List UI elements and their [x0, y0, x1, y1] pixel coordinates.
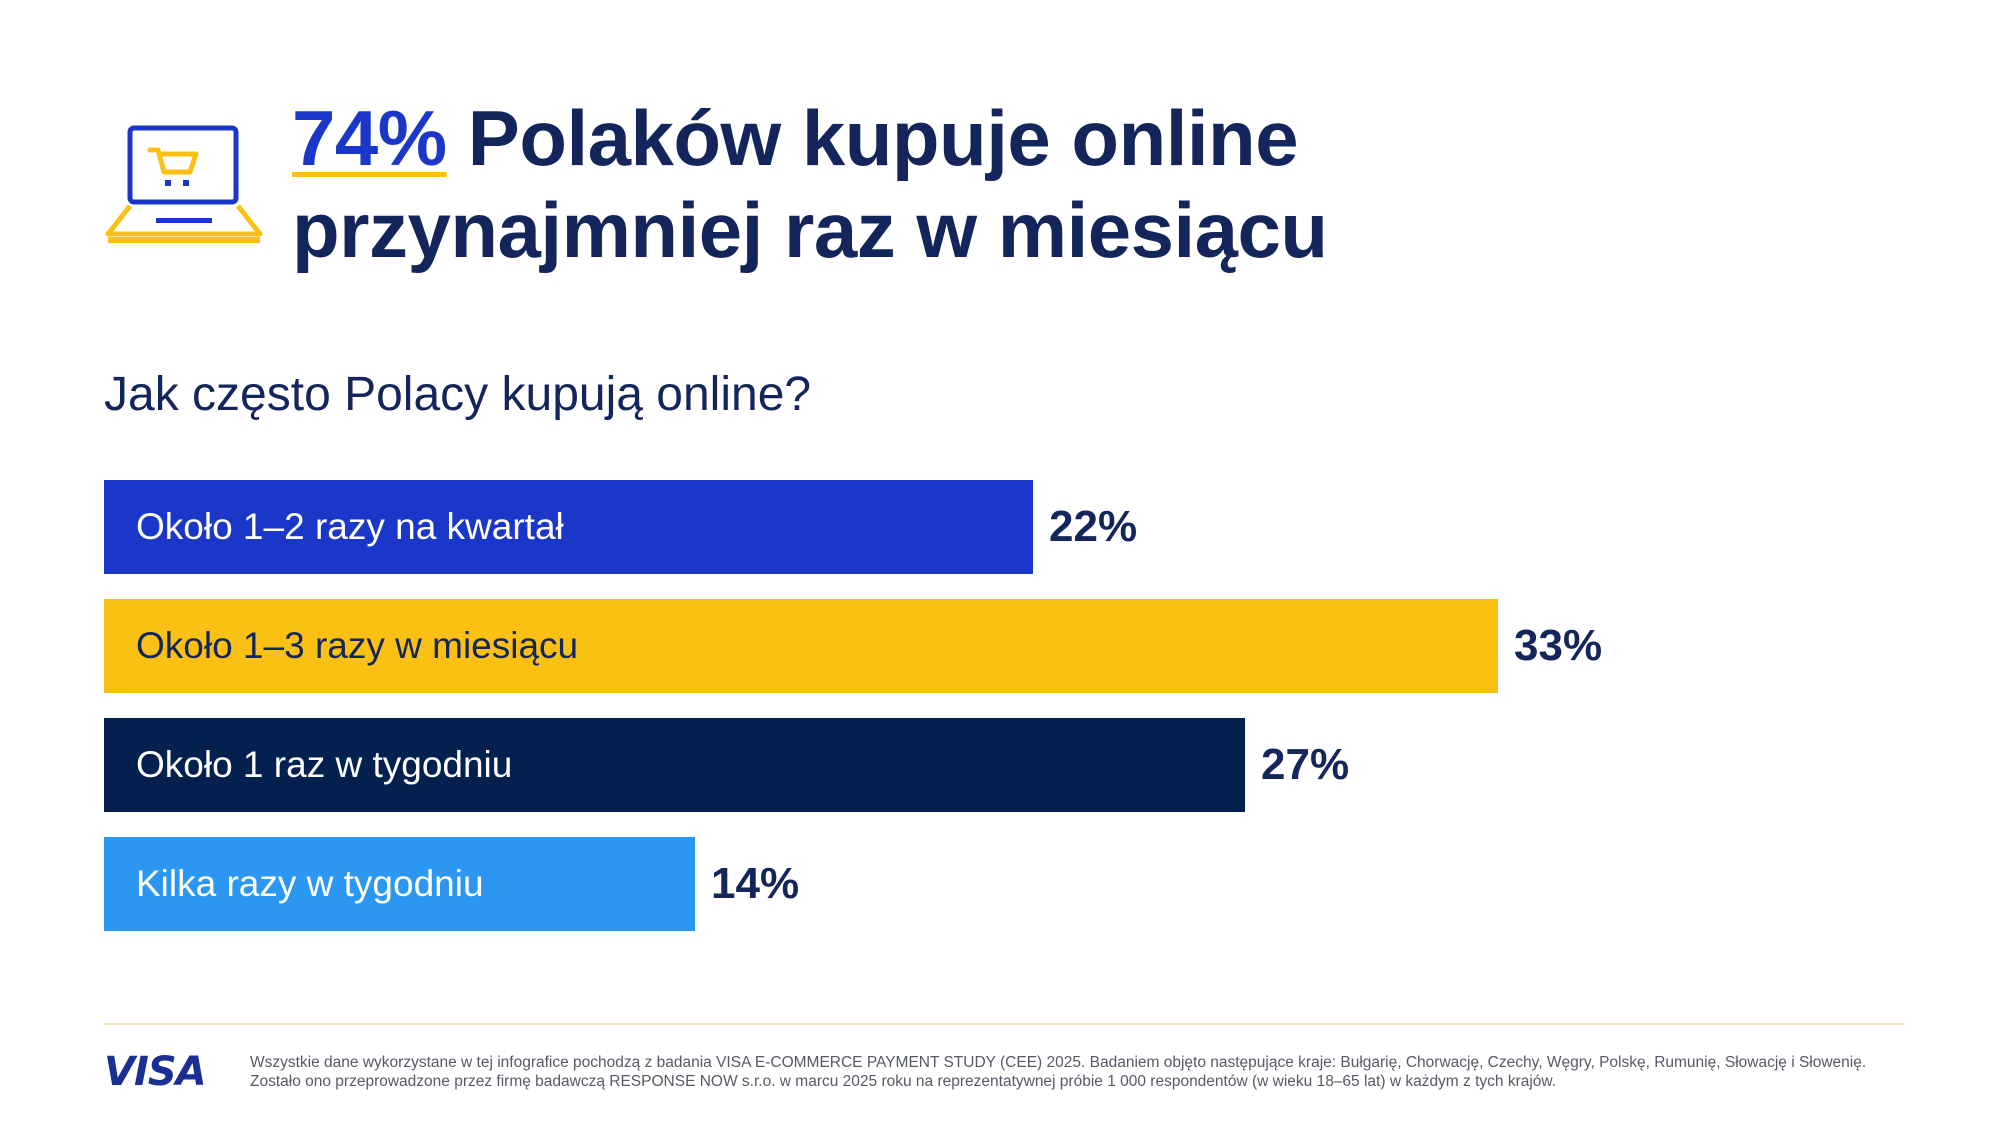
laptop-cart-icon [105, 125, 263, 243]
footnote-line-2: Zostało ono przeprowadzone przez firmę b… [250, 1073, 1557, 1090]
bar-row: Kilka razy w tygodniu 14% [104, 837, 1904, 931]
footer-divider [104, 1023, 1904, 1025]
bar-row: Około 1–2 razy na kwartał 22% [104, 480, 1904, 574]
bar-value-label: 14% [711, 859, 800, 908]
bar-label: Około 1–3 razy w miesiącu [136, 625, 579, 666]
bar-value-label: 27% [1261, 740, 1350, 789]
headline-stat: 74% [292, 94, 447, 182]
bar-value-label: 22% [1049, 502, 1138, 551]
bar [104, 599, 1498, 693]
chart-question: Jak często Polacy kupują online? [104, 368, 812, 421]
headline-text: Polaków kupuje online [446, 94, 1299, 182]
source-footnote: Wszystkie dane wykorzystane w tej infogr… [250, 1053, 1910, 1091]
headline-line-1: 74% Polaków kupuje online [292, 92, 1932, 184]
bar [104, 718, 1245, 812]
bar-chart: Około 1–2 razy na kwartał 22% Około 1–3 ra… [104, 480, 1904, 931]
bar [104, 480, 1033, 574]
footnote-line-1: Wszystkie dane wykorzystane w tej infogr… [250, 1054, 1867, 1071]
bar-label: Około 1–2 razy na kwartał [136, 506, 564, 547]
headline: 74% Polaków kupuje online przynajmniej r… [292, 92, 1932, 276]
bar [104, 837, 695, 931]
bar-label: Kilka razy w tygodniu [136, 863, 484, 904]
bar-label: Około 1 raz w tygodniu [136, 744, 513, 785]
bar-value-label: 33% [1514, 621, 1603, 670]
bar-row: Około 1 raz w tygodniu 27% [104, 718, 1904, 812]
headline-line-2: przynajmniej raz w miesiącu [292, 186, 1328, 274]
visa-logo: VISA [104, 1049, 207, 1095]
bar-row: Około 1–3 razy w miesiącu 33% [104, 599, 1904, 693]
